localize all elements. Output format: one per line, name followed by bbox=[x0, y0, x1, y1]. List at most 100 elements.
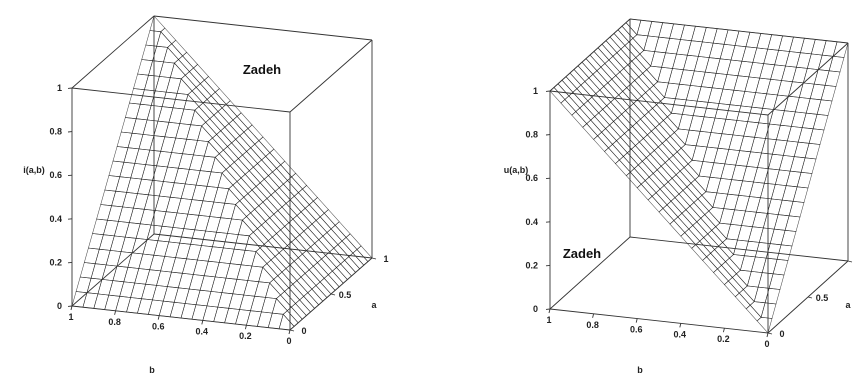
surface-cell bbox=[184, 71, 201, 88]
surface-cell bbox=[307, 288, 324, 306]
surface-cell bbox=[98, 234, 115, 251]
surface-cell bbox=[222, 233, 239, 250]
surface-cell bbox=[749, 301, 766, 318]
surface-cell bbox=[737, 225, 753, 242]
surface-cell bbox=[620, 45, 637, 62]
surface-cell bbox=[272, 168, 288, 185]
surface-cell bbox=[194, 106, 211, 123]
surface-cell bbox=[689, 202, 706, 219]
surface-cell bbox=[191, 304, 208, 321]
surface-cell bbox=[670, 197, 687, 214]
surface-cell bbox=[692, 100, 709, 118]
surface-cell bbox=[806, 53, 823, 70]
surface-cell bbox=[644, 111, 660, 128]
surface-cell bbox=[619, 68, 636, 85]
surface-cell bbox=[107, 205, 123, 222]
surface-cell bbox=[284, 222, 301, 239]
surface-cell bbox=[794, 97, 811, 114]
surface-cell bbox=[214, 153, 231, 170]
surface-cell bbox=[609, 121, 625, 138]
box-edge bbox=[289, 39, 373, 113]
surface-cell bbox=[191, 184, 208, 202]
surface-cell bbox=[137, 178, 153, 196]
surface-cell bbox=[100, 189, 117, 206]
surface-cell bbox=[707, 229, 723, 247]
box-edge bbox=[549, 308, 769, 334]
surface-cell bbox=[656, 165, 673, 183]
surface-cell bbox=[261, 155, 277, 173]
surface-cell bbox=[581, 58, 598, 75]
surface-cell bbox=[134, 268, 151, 285]
surface-cell bbox=[156, 151, 172, 168]
surface-cell bbox=[300, 273, 317, 290]
surface-cell bbox=[589, 51, 606, 68]
surface-cell bbox=[610, 98, 626, 115]
surface-cell bbox=[587, 96, 604, 114]
surface-cell bbox=[255, 247, 272, 264]
surface-cell bbox=[204, 76, 220, 93]
surface-cell bbox=[280, 225, 296, 243]
surface-cell bbox=[649, 85, 665, 102]
surface-cell bbox=[262, 198, 279, 215]
surface-cell bbox=[273, 210, 290, 227]
surface-cell bbox=[603, 82, 620, 99]
b-tick-label: 0 bbox=[764, 339, 769, 349]
surface-cell bbox=[164, 241, 181, 258]
surface-cell bbox=[323, 209, 340, 226]
b-tick-mark bbox=[70, 305, 73, 311]
surface-cell bbox=[327, 270, 344, 288]
b-tick-mark bbox=[722, 328, 725, 333]
surface-cell bbox=[744, 76, 761, 93]
surface-cell bbox=[748, 226, 764, 243]
surface-cell bbox=[669, 132, 686, 149]
b-tick-label: 0.2 bbox=[717, 334, 730, 344]
surface-cell bbox=[604, 59, 621, 76]
surface-cell bbox=[268, 171, 284, 189]
surface-cell bbox=[743, 121, 759, 138]
b-axis-ticks-union: 1 0.8 0.6 0.4 0.2 0 bbox=[546, 308, 770, 349]
surface-cell bbox=[588, 73, 605, 91]
surface-cell bbox=[227, 218, 243, 235]
surface-cell bbox=[88, 233, 104, 250]
surface-cell bbox=[653, 81, 669, 99]
surface-cell bbox=[678, 190, 695, 207]
surface-cell bbox=[190, 229, 206, 246]
surface-cell bbox=[137, 59, 153, 76]
surface-cell bbox=[628, 37, 645, 55]
surface-cell bbox=[143, 194, 160, 211]
surface-cell bbox=[247, 189, 264, 207]
surface-cell bbox=[250, 143, 267, 161]
surface-cell bbox=[626, 83, 642, 101]
surface-cell bbox=[677, 212, 694, 230]
surface-cell bbox=[750, 256, 767, 273]
surface-cell bbox=[731, 164, 747, 182]
surface-cell bbox=[205, 118, 222, 135]
surface-cell bbox=[224, 188, 241, 205]
surface-cell bbox=[228, 293, 245, 310]
surface-cell bbox=[764, 168, 780, 185]
surface-cell bbox=[173, 287, 190, 304]
surface-cell bbox=[718, 242, 734, 259]
surface-cell bbox=[138, 134, 155, 151]
surface-cell bbox=[231, 203, 247, 221]
b-axis-ticks-intersection: 1 0.8 0.6 0.4 0.2 0 bbox=[68, 305, 292, 346]
surface-cell bbox=[168, 227, 185, 244]
surface-cell bbox=[640, 180, 657, 197]
surface-cell bbox=[273, 275, 290, 292]
surface-cell bbox=[157, 106, 174, 123]
surface-cell bbox=[206, 171, 223, 188]
surface-cell bbox=[210, 276, 227, 293]
b-tick-label: 1 bbox=[546, 315, 551, 325]
surface-cell bbox=[744, 240, 760, 258]
surface-cell bbox=[728, 134, 745, 151]
surface-cell bbox=[691, 25, 707, 43]
surface-cell bbox=[214, 88, 231, 105]
b-tick-mark bbox=[679, 323, 682, 328]
surface-cell bbox=[259, 178, 276, 196]
surface-cell bbox=[296, 211, 313, 228]
surface-cell bbox=[660, 97, 676, 114]
surface-cell bbox=[762, 93, 778, 110]
surface-cell bbox=[604, 147, 620, 164]
surface-cell bbox=[723, 29, 740, 46]
box-edge bbox=[629, 18, 849, 44]
